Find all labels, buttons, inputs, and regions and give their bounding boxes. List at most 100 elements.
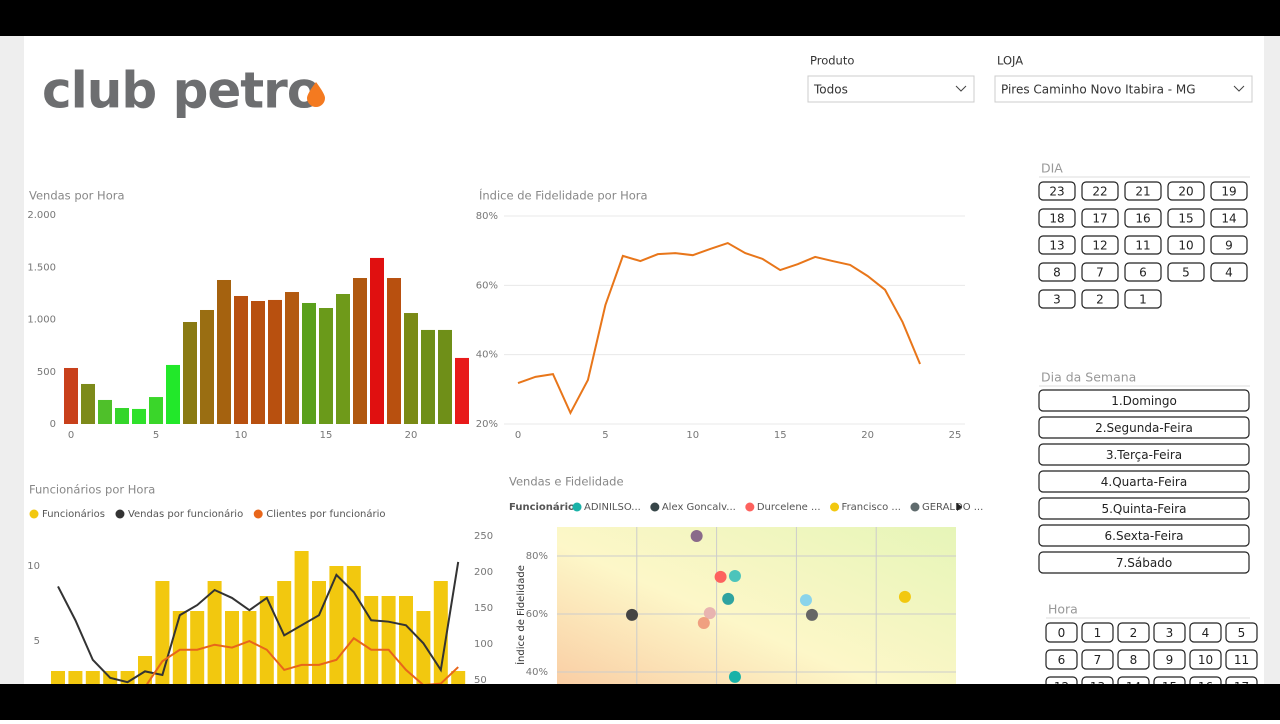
slicer-button[interactable]	[1167, 208, 1205, 228]
slicer-button[interactable]	[1038, 235, 1076, 255]
slicer-button[interactable]	[1038, 470, 1250, 493]
slicer-button[interactable]	[1167, 262, 1205, 282]
scatter-point	[626, 608, 639, 621]
slicer-button[interactable]	[1189, 649, 1222, 670]
plot-area	[51, 551, 466, 684]
slicer-button[interactable]	[1081, 289, 1119, 309]
slicer-button[interactable]	[1225, 622, 1258, 643]
slicer-button[interactable]	[1038, 289, 1076, 309]
slicer-button[interactable]	[1167, 181, 1205, 201]
legend-marker	[115, 509, 125, 519]
slicer-item: 3	[1166, 626, 1174, 640]
slicer-button[interactable]	[1038, 524, 1250, 547]
slicer-item: 14	[1221, 212, 1236, 226]
legend-label: Francisco ...	[842, 502, 901, 513]
y-tick-label: 10	[27, 561, 40, 572]
slicer-title: Dia da Semana	[1041, 370, 1136, 385]
slicer-title: Hora	[1048, 602, 1078, 617]
bar	[68, 671, 83, 684]
bar	[183, 322, 197, 424]
scatter-point	[728, 570, 741, 583]
slicer-item: 7	[1094, 653, 1102, 667]
slicer-button[interactable]	[1124, 262, 1162, 282]
slicer-item: 18	[1049, 212, 1064, 226]
legend-label: Vendas por funcionário	[128, 508, 243, 520]
slicer-button[interactable]	[1124, 235, 1162, 255]
slicer-button[interactable]	[1038, 208, 1076, 228]
bar	[399, 596, 413, 684]
slicer-button[interactable]	[1045, 649, 1078, 670]
slicer-button[interactable]	[1210, 181, 1248, 201]
slicer-button[interactable]	[1153, 649, 1186, 670]
slicer-item: 7	[1096, 266, 1104, 280]
dropdown[interactable]	[994, 75, 1253, 103]
bar	[433, 581, 448, 684]
slicer-button[interactable]	[1124, 181, 1162, 201]
dropdown[interactable]	[807, 75, 975, 103]
bar	[364, 596, 379, 684]
slicer-button[interactable]	[1081, 622, 1114, 643]
bar	[138, 656, 152, 684]
bar	[285, 292, 299, 424]
slicer-button[interactable]	[1225, 649, 1258, 670]
filter-label: LOJA	[997, 54, 1023, 68]
slicer-button[interactable]	[1038, 443, 1250, 466]
legend-label: GERALDO ...	[922, 502, 983, 513]
slicer-button[interactable]	[1117, 649, 1150, 670]
slicer-button[interactable]	[1117, 622, 1150, 643]
x-tick-label: 15	[320, 430, 333, 441]
slicer-button[interactable]	[1038, 416, 1250, 439]
bar	[251, 301, 265, 424]
bar	[207, 581, 222, 684]
slicer-button[interactable]	[1038, 389, 1250, 412]
slicer-button[interactable]	[1081, 181, 1119, 201]
legend-title: Funcionário	[509, 501, 575, 513]
chevron	[955, 85, 967, 92]
bar	[85, 671, 100, 684]
slicer-button[interactable]	[1081, 208, 1119, 228]
y2-tick-label: 100	[474, 639, 493, 650]
slicer-item: 11	[1234, 653, 1249, 667]
slicer-button[interactable]	[1038, 551, 1250, 574]
bar	[51, 671, 65, 684]
slicer-button[interactable]	[1167, 235, 1205, 255]
slicer-button[interactable]	[1081, 235, 1119, 255]
scatter-point	[898, 590, 911, 603]
slicer-button[interactable]	[1038, 262, 1076, 282]
slicer-item: 5	[1238, 626, 1246, 640]
slicer-button[interactable]	[1038, 497, 1250, 520]
slicer-button[interactable]	[1210, 262, 1248, 282]
slicer-item: 1.Domingo	[1111, 394, 1177, 408]
y-tick-label: 60%	[476, 280, 498, 291]
legend-marker	[650, 502, 660, 512]
slicer-button[interactable]	[1210, 208, 1248, 228]
line-series	[57, 561, 460, 684]
slicer-item: 3	[1053, 293, 1061, 307]
legend-next[interactable]	[957, 503, 962, 511]
bar	[370, 257, 384, 424]
slicer-button[interactable]	[1153, 622, 1186, 643]
scatter-point	[703, 607, 716, 620]
slicer-button[interactable]	[1124, 289, 1162, 309]
slicer-button[interactable]	[1210, 235, 1248, 255]
y-tick-label: 40%	[526, 667, 548, 678]
slicer-item: 2.Segunda-Feira	[1095, 421, 1193, 435]
y-tick-label: 1.000	[27, 315, 56, 326]
dropdown-value: Pires Caminho Novo Itabira - MG	[1001, 83, 1196, 97]
slicer-button[interactable]	[1189, 622, 1222, 643]
legend-label: Durcelene ...	[757, 502, 821, 513]
content: Produto Todos LOJA Pires Caminho Novo Itabi…	[27, 54, 1258, 697]
slicer-button[interactable]	[1045, 622, 1078, 643]
x-tick-label: 5	[602, 430, 608, 441]
slicer-button[interactable]	[1124, 208, 1162, 228]
dropdown-value: Todos	[813, 83, 848, 97]
slicer-button[interactable]	[1081, 649, 1114, 670]
slicer-button[interactable]	[1038, 181, 1076, 201]
slicer-button[interactable]	[1081, 262, 1119, 282]
scatter-point	[799, 594, 812, 607]
slicer-item: 6	[1139, 266, 1147, 280]
y2-tick-label: 50	[474, 675, 487, 686]
y-tick-label: 60%	[526, 609, 548, 620]
y-tick-label: 2.000	[27, 210, 56, 221]
